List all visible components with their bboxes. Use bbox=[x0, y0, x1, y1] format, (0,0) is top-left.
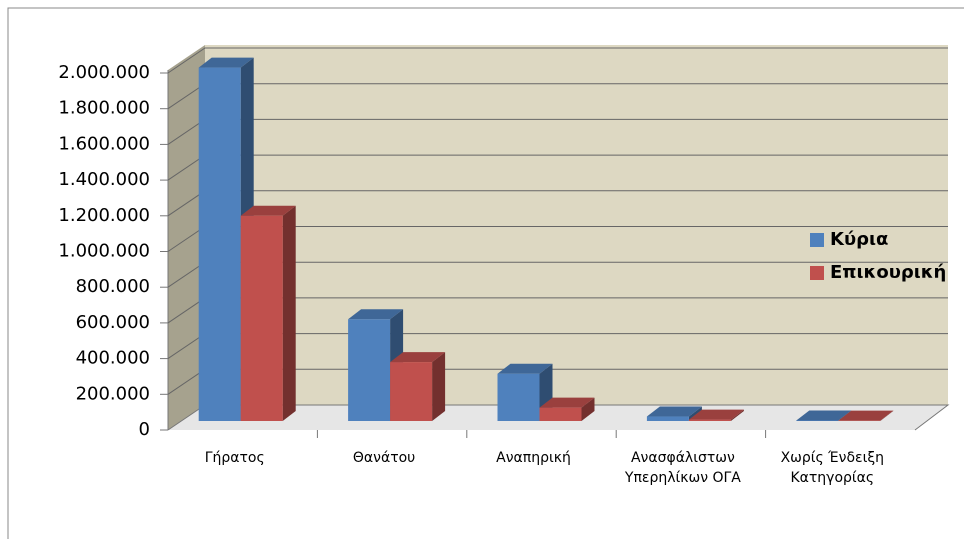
bar-top bbox=[838, 410, 894, 421]
bar-side bbox=[432, 352, 446, 421]
bar bbox=[646, 416, 689, 421]
side-wall bbox=[168, 45, 205, 430]
y-tick-label: 800.000 bbox=[76, 276, 150, 297]
x-tick-label: Γήρατος bbox=[204, 450, 265, 466]
bar-top bbox=[198, 57, 254, 68]
y-tick-label: 2.000.000 bbox=[58, 62, 150, 83]
y-tick-label: 1.200.000 bbox=[58, 205, 150, 226]
bar bbox=[796, 420, 839, 421]
legend-label: Κύρια bbox=[830, 229, 888, 250]
bar bbox=[240, 215, 283, 421]
bar bbox=[539, 407, 582, 421]
bar bbox=[497, 373, 540, 421]
x-tick-label: Αναπηρική bbox=[496, 450, 571, 466]
bar bbox=[390, 362, 433, 421]
bar-top bbox=[240, 205, 296, 216]
bar-top bbox=[348, 309, 404, 320]
bar-side bbox=[581, 397, 595, 421]
bar-top bbox=[796, 410, 852, 421]
bar bbox=[688, 419, 731, 421]
legend-label: Επικουρική bbox=[830, 262, 946, 283]
y-tick-label: 1.800.000 bbox=[58, 98, 150, 119]
back-wall bbox=[205, 45, 948, 405]
bar-side bbox=[282, 205, 296, 421]
bar-top bbox=[688, 409, 744, 420]
y-tick-label: 200.000 bbox=[76, 383, 150, 404]
y-tick-label: 600.000 bbox=[76, 312, 150, 333]
x-tick-label: Χωρίς Ένδειξη Κατηγορίας bbox=[780, 450, 884, 486]
grid-line bbox=[167, 47, 948, 74]
y-tick-label: 1.400.000 bbox=[58, 169, 150, 190]
y-tick-label: 0 bbox=[139, 419, 150, 440]
bar-top bbox=[539, 397, 595, 408]
bar bbox=[348, 319, 391, 421]
x-tick-label: Θανάτου bbox=[352, 450, 416, 466]
bar-side bbox=[880, 410, 894, 421]
bar-side bbox=[730, 409, 744, 421]
legend-swatch bbox=[810, 233, 824, 247]
bar-top bbox=[390, 352, 446, 363]
y-tick-label: 400.000 bbox=[76, 348, 150, 369]
bar-top bbox=[646, 406, 702, 417]
y-tick-label: 1.000.000 bbox=[58, 241, 150, 262]
bar-top bbox=[497, 363, 553, 374]
y-tick-label: 1.600.000 bbox=[58, 133, 150, 154]
bar bbox=[198, 67, 241, 421]
x-tick-label: Ανασφάλιστων Υπερηλίκων ΟΓΑ bbox=[624, 450, 741, 486]
legend-swatch bbox=[810, 266, 824, 280]
